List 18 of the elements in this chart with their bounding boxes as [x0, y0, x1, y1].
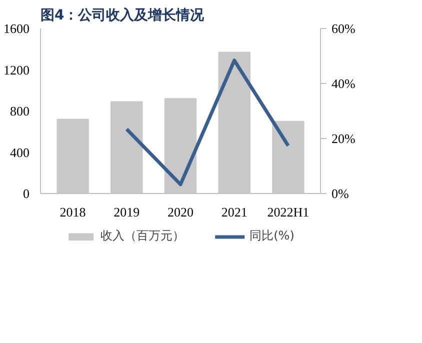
x-tick-label: 2021 [221, 204, 248, 220]
y2-tick-label: 0% [332, 186, 349, 201]
y-tick-label: 1600 [4, 21, 30, 36]
x-tick-label: 2019 [114, 204, 140, 220]
x-tick-label: 2018 [60, 204, 86, 220]
legend-label: 收入（百万元） [100, 228, 185, 244]
y2-tick-label: 20% [332, 131, 356, 146]
y-tick-label: 800 [10, 104, 30, 118]
x-tick-label: 2022H1 [267, 204, 310, 220]
legend-label: 同比(%) [250, 228, 294, 244]
x-tick-label: 2020 [168, 204, 194, 220]
y-tick-label: 0 [23, 186, 30, 201]
y-tick-label: 400 [10, 144, 30, 160]
line-series [124, 58, 290, 186]
y-tick-label: 1200 [4, 62, 30, 78]
chart-title: 图4：公司收入及增长情况 [40, 8, 206, 24]
y2-tick-label: 60% [332, 21, 356, 36]
y2-tick-label: 40% [332, 76, 356, 91]
